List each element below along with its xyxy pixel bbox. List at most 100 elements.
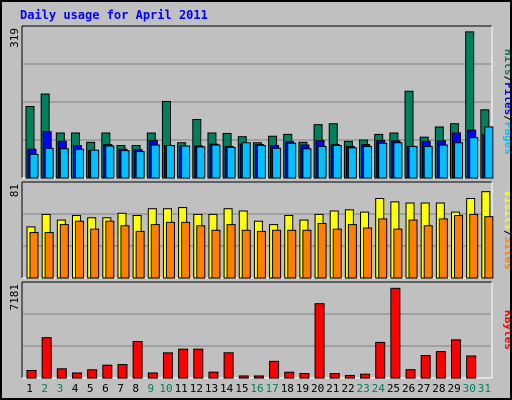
bar-pages-12 bbox=[196, 146, 206, 179]
x-tick-label-6: 6 bbox=[102, 382, 109, 395]
x-tick-label-31: 31 bbox=[478, 382, 491, 395]
bar-kbytes-23 bbox=[360, 373, 371, 379]
bar-sites-15 bbox=[241, 229, 251, 279]
bar-kbytes-21 bbox=[329, 373, 340, 379]
x-tick-label-13: 13 bbox=[205, 382, 218, 395]
bar-kbytes-27 bbox=[420, 355, 431, 379]
bar-sites-3 bbox=[59, 224, 69, 279]
bar-kbytes-14 bbox=[223, 352, 234, 379]
bar-sites-10 bbox=[165, 221, 175, 279]
bar-pages-8 bbox=[135, 151, 145, 179]
x-tick-label-2: 2 bbox=[41, 382, 48, 395]
x-tick-label-5: 5 bbox=[87, 382, 94, 395]
bar-pages-6 bbox=[105, 145, 115, 179]
bar-pages-2 bbox=[44, 147, 54, 179]
bar-sites-23 bbox=[363, 227, 373, 279]
bar-kbytes-5 bbox=[87, 369, 98, 379]
bar-kbytes-15 bbox=[238, 375, 249, 379]
bar-pages-1 bbox=[29, 153, 39, 179]
bar-pages-9 bbox=[150, 144, 160, 179]
bar-sites-20 bbox=[317, 222, 327, 279]
bar-kbytes-24 bbox=[375, 341, 386, 379]
chart-title: Daily usage for April 2011 bbox=[20, 8, 208, 22]
x-tick-label-19: 19 bbox=[296, 382, 309, 395]
bar-kbytes-8 bbox=[132, 341, 143, 379]
bar-kbytes-29 bbox=[451, 339, 462, 379]
y-max-label-panel-1: 319 bbox=[8, 28, 21, 48]
bar-kbytes-25 bbox=[390, 287, 401, 379]
bar-sites-31 bbox=[484, 216, 494, 279]
x-tick-label-25: 25 bbox=[387, 382, 400, 395]
x-tick-label-23: 23 bbox=[357, 382, 370, 395]
bar-kbytes-2 bbox=[41, 337, 52, 379]
bar-kbytes-18 bbox=[284, 371, 295, 379]
bar-pages-13 bbox=[211, 144, 221, 179]
bar-kbytes-26 bbox=[405, 369, 416, 379]
bar-pages-24 bbox=[378, 142, 388, 179]
bar-pages-19 bbox=[302, 148, 312, 179]
bar-pages-4 bbox=[74, 148, 84, 179]
x-tick-label-22: 22 bbox=[341, 382, 354, 395]
legend-kbytes: KBytes bbox=[502, 310, 510, 350]
legend-separator: / bbox=[502, 230, 510, 237]
bar-kbytes-28 bbox=[435, 351, 446, 379]
x-tick-label-4: 4 bbox=[72, 382, 79, 395]
bar-sites-28 bbox=[438, 218, 448, 279]
bar-pages-29 bbox=[454, 142, 464, 179]
bar-pages-22 bbox=[347, 147, 357, 179]
x-tick-label-1: 1 bbox=[26, 382, 33, 395]
bar-sites-18 bbox=[287, 229, 297, 279]
bar-pages-15 bbox=[241, 142, 251, 179]
x-tick-label-3: 3 bbox=[57, 382, 64, 395]
y-max-label-panel-2: 81 bbox=[8, 184, 21, 197]
x-tick-label-20: 20 bbox=[311, 382, 324, 395]
bar-sites-8 bbox=[135, 230, 145, 279]
x-tick-label-29: 29 bbox=[447, 382, 460, 395]
bar-pages-31 bbox=[484, 126, 494, 179]
bar-kbytes-7 bbox=[117, 364, 128, 379]
bar-pages-10 bbox=[165, 145, 175, 179]
bar-sites-30 bbox=[469, 213, 479, 279]
bar-kbytes-12 bbox=[193, 348, 204, 379]
bar-kbytes-13 bbox=[208, 371, 219, 379]
bar-sites-4 bbox=[74, 220, 84, 279]
bar-kbytes-9 bbox=[147, 372, 158, 379]
x-tick-label-14: 14 bbox=[220, 382, 234, 395]
bar-sites-2 bbox=[44, 232, 54, 279]
bar-sites-29 bbox=[454, 215, 464, 279]
x-tick-label-24: 24 bbox=[372, 382, 386, 395]
bar-sites-13 bbox=[211, 229, 221, 279]
bar-sites-6 bbox=[105, 220, 115, 279]
bar-pages-11 bbox=[181, 145, 191, 179]
bar-sites-12 bbox=[196, 225, 206, 279]
bar-pages-23 bbox=[363, 145, 373, 179]
bar-kbytes-22 bbox=[344, 374, 355, 379]
bar-kbytes-10 bbox=[162, 352, 173, 379]
bar-sites-22 bbox=[347, 224, 357, 279]
legend-hits: Hits bbox=[502, 49, 510, 76]
legend-separator: / bbox=[502, 115, 510, 122]
bar-kbytes-17 bbox=[269, 360, 280, 379]
x-tick-label-17: 17 bbox=[266, 382, 279, 395]
bar-sites-26 bbox=[408, 219, 418, 279]
legend-sites: Sites bbox=[502, 237, 510, 270]
x-tick-label-30: 30 bbox=[463, 382, 476, 395]
bar-kbytes-3 bbox=[56, 368, 67, 379]
panel-3-bg bbox=[22, 282, 492, 378]
bar-sites-27 bbox=[423, 225, 433, 279]
x-tick-label-9: 9 bbox=[148, 382, 155, 395]
x-tick-label-26: 26 bbox=[402, 382, 415, 395]
bar-pages-17 bbox=[272, 147, 282, 179]
bar-pages-21 bbox=[332, 145, 342, 179]
legend-visits: Visits bbox=[502, 190, 510, 230]
x-tick-label-8: 8 bbox=[132, 382, 139, 395]
x-tick-label-28: 28 bbox=[432, 382, 445, 395]
bar-sites-7 bbox=[120, 225, 130, 279]
legend-separator: / bbox=[502, 76, 510, 83]
bar-sites-14 bbox=[226, 224, 236, 279]
bar-kbytes-4 bbox=[71, 372, 82, 379]
bar-kbytes-16 bbox=[253, 375, 264, 379]
bar-pages-16 bbox=[256, 145, 266, 179]
